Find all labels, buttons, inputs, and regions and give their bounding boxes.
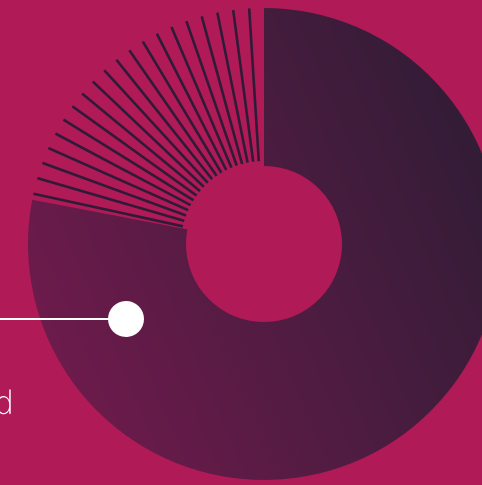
hatch-line-6 [62, 118, 195, 202]
hatch-line-1 [33, 192, 184, 228]
hatch-line-14 [155, 33, 228, 171]
hatch-line-7 [71, 105, 198, 197]
hatch-line-20 [247, 8, 261, 162]
hatch-line-4 [47, 146, 189, 212]
hatch-line-9 [91, 80, 205, 188]
callout-dot [108, 301, 144, 337]
hatch-line-8 [81, 92, 201, 193]
donut-slice-2-hatched [33, 8, 261, 228]
hatch-line-12 [128, 49, 218, 177]
hatch-line-11 [115, 59, 214, 181]
donut-hole [186, 166, 342, 322]
hatch-line-3 [41, 161, 187, 217]
hatch-line-15 [170, 26, 233, 169]
callout-label: d [0, 384, 15, 422]
hatch-line-16 [185, 20, 238, 167]
hatch-line-18 [216, 12, 249, 163]
hatch-line-2 [37, 176, 185, 223]
hatch-line-17 [200, 16, 244, 165]
hatch-line-19 [231, 9, 255, 162]
hatch-line-5 [54, 132, 192, 207]
hatch-line-13 [141, 40, 223, 174]
hatch-line-10 [103, 69, 209, 184]
